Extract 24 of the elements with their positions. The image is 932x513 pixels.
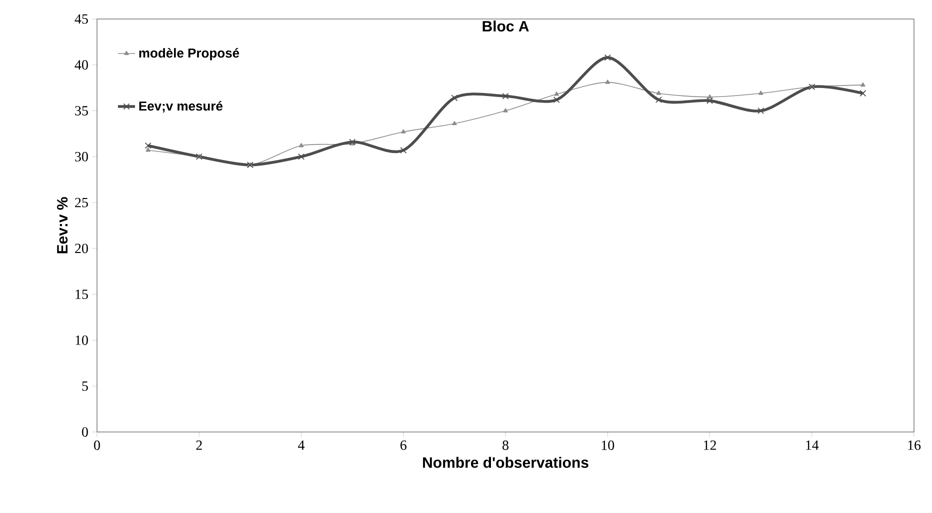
y-tick-label: 40 xyxy=(74,60,88,70)
y-tick-label: 0 xyxy=(82,427,88,437)
y-axis-title: Eev:v % xyxy=(57,197,68,254)
y-tick-label: 10 xyxy=(76,335,88,345)
x-tick-label: 14 xyxy=(806,440,819,450)
x-tick-label: 16 xyxy=(908,440,921,450)
y-tick-label: 45 xyxy=(74,14,88,24)
y-tick-label: 30 xyxy=(75,152,88,162)
chart-title: Bloc A xyxy=(482,20,529,32)
y-tick-label: 35 xyxy=(75,106,88,116)
x-tick-label: 12 xyxy=(704,440,716,450)
y-tick-label: 20 xyxy=(75,244,88,254)
x-tick-label: 4 xyxy=(298,440,305,450)
y-tick-label: 5 xyxy=(82,381,88,391)
x-tick-label: 6 xyxy=(400,440,406,450)
y-tick-label: 15 xyxy=(76,290,88,300)
y-tick-label: 25 xyxy=(75,198,88,208)
legend-label: Eev;v mesuré xyxy=(139,101,223,113)
x-tick-label: 8 xyxy=(502,440,508,450)
x-tick-label: 0 xyxy=(94,440,100,450)
legend-label: modèle Proposé xyxy=(139,48,240,60)
x-tick-label: 10 xyxy=(602,440,614,450)
x-tick-label: 2 xyxy=(196,440,202,450)
x-axis-title: Nombre d'observations xyxy=(423,456,588,468)
